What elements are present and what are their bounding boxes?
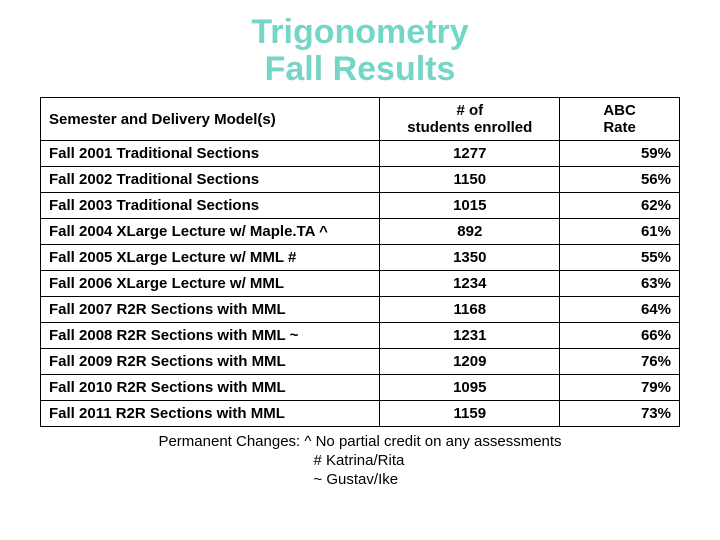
table-row: Fall 2007 R2R Sections with MML116864% (41, 297, 680, 323)
cell-rate: 62% (560, 193, 680, 219)
cell-students: 1095 (380, 375, 560, 401)
cell-rate: 59% (560, 141, 680, 167)
table-row: Fall 2011 R2R Sections with MML115973% (41, 401, 680, 427)
cell-students: 1234 (380, 271, 560, 297)
footnote-label: Permanent Changes: (158, 433, 300, 450)
cell-students: 1150 (380, 167, 560, 193)
table-row: Fall 2009 R2R Sections with MML120976% (41, 349, 680, 375)
cell-model: Fall 2004 XLarge Lecture w/ Maple.TA ^ (41, 219, 380, 245)
title-line-2: Fall Results (265, 50, 456, 88)
col-header-model: Semester and Delivery Model(s) (41, 97, 380, 141)
footnote-line-3: ~ Gustav/Ike (313, 471, 398, 488)
cell-model: Fall 2011 R2R Sections with MML (41, 401, 380, 427)
table-body: Fall 2001 Traditional Sections127759%Fal… (41, 141, 680, 427)
cell-rate: 79% (560, 375, 680, 401)
cell-rate: 66% (560, 323, 680, 349)
cell-rate: 76% (560, 349, 680, 375)
footnote-line-2: # Katrina/Rita (313, 452, 404, 469)
col-header-rate: ABC Rate (560, 97, 680, 141)
cell-model: Fall 2009 R2R Sections with MML (41, 349, 380, 375)
cell-model: Fall 2005 XLarge Lecture w/ MML # (41, 245, 380, 271)
cell-model: Fall 2002 Traditional Sections (41, 167, 380, 193)
cell-model: Fall 2006 XLarge Lecture w/ MML (41, 271, 380, 297)
cell-rate: 55% (560, 245, 680, 271)
table-header-row: Semester and Delivery Model(s) # of stud… (41, 97, 680, 141)
cell-students: 892 (380, 219, 560, 245)
table-row: Fall 2003 Traditional Sections101562% (41, 193, 680, 219)
table-row: Fall 2004 XLarge Lecture w/ Maple.TA ^89… (41, 219, 680, 245)
cell-model: Fall 2007 R2R Sections with MML (41, 297, 380, 323)
col-header-students: # of students enrolled (380, 97, 560, 141)
cell-model: Fall 2010 R2R Sections with MML (41, 375, 380, 401)
table-row: Fall 2001 Traditional Sections127759% (41, 141, 680, 167)
table-row: Fall 2008 R2R Sections with MML ~123166% (41, 323, 680, 349)
cell-rate: 73% (560, 401, 680, 427)
table-row: Fall 2002 Traditional Sections115056% (41, 167, 680, 193)
results-table: Semester and Delivery Model(s) # of stud… (40, 97, 680, 428)
cell-students: 1277 (380, 141, 560, 167)
cell-rate: 56% (560, 167, 680, 193)
footnote-line-1: ^ No partial credit on any assessments (304, 433, 561, 450)
cell-students: 1015 (380, 193, 560, 219)
page-title: Trigonometry Fall Results (0, 0, 720, 97)
cell-students: 1159 (380, 401, 560, 427)
table-row: Fall 2006 XLarge Lecture w/ MML123463% (41, 271, 680, 297)
cell-rate: 61% (560, 219, 680, 245)
cell-students: 1350 (380, 245, 560, 271)
table-row: Fall 2010 R2R Sections with MML109579% (41, 375, 680, 401)
cell-rate: 63% (560, 271, 680, 297)
cell-students: 1209 (380, 349, 560, 375)
footnote: Permanent Changes: ^ No partial credit o… (0, 433, 720, 489)
cell-students: 1231 (380, 323, 560, 349)
cell-model: Fall 2008 R2R Sections with MML ~ (41, 323, 380, 349)
cell-students: 1168 (380, 297, 560, 323)
cell-rate: 64% (560, 297, 680, 323)
cell-model: Fall 2003 Traditional Sections (41, 193, 380, 219)
table-row: Fall 2005 XLarge Lecture w/ MML #135055% (41, 245, 680, 271)
title-line-1: Trigonometry (251, 13, 468, 51)
cell-model: Fall 2001 Traditional Sections (41, 141, 380, 167)
